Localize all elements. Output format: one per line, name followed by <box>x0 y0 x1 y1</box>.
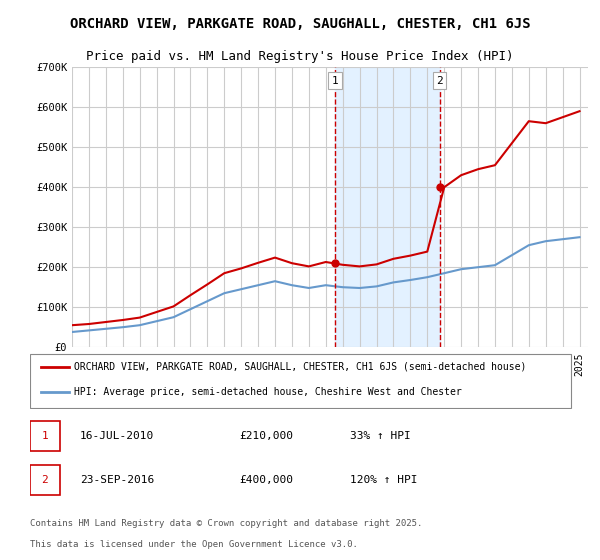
Text: Contains HM Land Registry data © Crown copyright and database right 2025.: Contains HM Land Registry data © Crown c… <box>30 519 422 528</box>
Text: 120% ↑ HPI: 120% ↑ HPI <box>350 475 418 485</box>
FancyBboxPatch shape <box>30 465 61 495</box>
Text: 1: 1 <box>41 431 48 441</box>
Text: ORCHARD VIEW, PARKGATE ROAD, SAUGHALL, CHESTER, CH1 6JS: ORCHARD VIEW, PARKGATE ROAD, SAUGHALL, C… <box>70 17 530 31</box>
Text: 1: 1 <box>332 76 338 86</box>
FancyBboxPatch shape <box>30 354 571 408</box>
Text: Price paid vs. HM Land Registry's House Price Index (HPI): Price paid vs. HM Land Registry's House … <box>86 50 514 63</box>
Text: £210,000: £210,000 <box>240 431 294 441</box>
Text: 16-JUL-2010: 16-JUL-2010 <box>80 431 154 441</box>
Bar <box>335 67 440 347</box>
Text: 2: 2 <box>41 475 48 485</box>
Text: 2: 2 <box>436 76 443 86</box>
Text: HPI: Average price, semi-detached house, Cheshire West and Chester: HPI: Average price, semi-detached house,… <box>74 387 462 397</box>
Text: £400,000: £400,000 <box>240 475 294 485</box>
Text: 33% ↑ HPI: 33% ↑ HPI <box>350 431 411 441</box>
Text: This data is licensed under the Open Government Licence v3.0.: This data is licensed under the Open Gov… <box>30 540 358 549</box>
FancyBboxPatch shape <box>30 421 61 451</box>
Text: ORCHARD VIEW, PARKGATE ROAD, SAUGHALL, CHESTER, CH1 6JS (semi-detached house): ORCHARD VIEW, PARKGATE ROAD, SAUGHALL, C… <box>74 362 527 372</box>
Text: 23-SEP-2016: 23-SEP-2016 <box>80 475 154 485</box>
